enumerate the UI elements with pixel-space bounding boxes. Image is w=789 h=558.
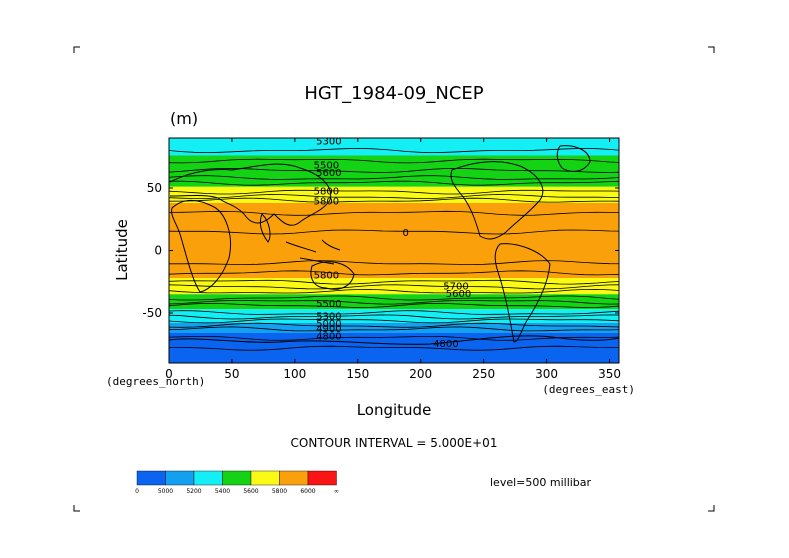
contour-line-0 bbox=[169, 147, 619, 154]
legend-label-5: 5800 bbox=[272, 488, 287, 495]
contour-line-18 bbox=[169, 310, 619, 315]
contour-label-3: 5800 bbox=[314, 187, 339, 198]
contour-value-labels: 5300550056005800580005800570056005500530… bbox=[314, 137, 472, 350]
y-tick-label-1: 0 bbox=[154, 244, 162, 258]
contour-line-16 bbox=[169, 300, 619, 305]
y-tick-label-2: 50 bbox=[147, 181, 162, 195]
contour-line-8 bbox=[169, 210, 619, 216]
legend-label-4: 5600 bbox=[243, 488, 258, 495]
x-tick-label-4: 200 bbox=[409, 367, 432, 381]
legend-label-7: ∞ bbox=[334, 488, 339, 495]
legend-swatch-4 bbox=[250, 470, 280, 486]
chart-title: HGT_1984-09_NCEP bbox=[304, 83, 483, 104]
contour-line-12 bbox=[169, 279, 619, 285]
contour-interval-text: CONTOUR INTERVAL = 5.000E+01 bbox=[291, 436, 498, 450]
units-label: (m) bbox=[170, 109, 198, 128]
contour-line-14 bbox=[169, 288, 619, 294]
contour-label-10: 5300 bbox=[316, 312, 341, 323]
contour-label-8: 5600 bbox=[446, 289, 471, 300]
contour-line-23 bbox=[169, 336, 619, 341]
y-tick-label-0: -50 bbox=[142, 306, 162, 320]
x-tick-label-0: 0 bbox=[165, 367, 173, 381]
contour-line-4 bbox=[169, 180, 619, 186]
continent-outlines bbox=[169, 145, 619, 345]
contour-line-1 bbox=[169, 158, 619, 164]
zonal-color-bands bbox=[169, 138, 619, 363]
contour-line-19 bbox=[169, 314, 619, 320]
legend-label-6: 6000 bbox=[300, 488, 315, 495]
contour-label-14: 4800 bbox=[433, 339, 458, 350]
x-tick-label-1: 50 bbox=[224, 367, 239, 381]
legend-label-2: 5200 bbox=[186, 488, 201, 495]
zonal-band-4 bbox=[169, 278, 619, 295]
x-axis-unit-label: (degrees_east) bbox=[542, 383, 635, 396]
y-axis-label: Latitude bbox=[113, 219, 131, 281]
x-tick-label-5: 250 bbox=[472, 367, 495, 381]
contour-line-21 bbox=[169, 322, 619, 328]
zonal-band-0 bbox=[169, 138, 619, 156]
contour-line-7 bbox=[169, 197, 619, 203]
legend-swatch-0 bbox=[136, 470, 166, 486]
contour-line-6 bbox=[169, 194, 619, 199]
x-tick-label-7: 350 bbox=[598, 367, 621, 381]
legend-label-1: 5000 bbox=[158, 488, 173, 495]
zonal-band-3 bbox=[169, 203, 619, 278]
contour-label-9: 5500 bbox=[316, 299, 341, 310]
contour-line-2 bbox=[169, 167, 619, 173]
legend-swatch-3 bbox=[222, 470, 252, 486]
contour-label-1: 5500 bbox=[314, 160, 339, 171]
contour-label-4: 5800 bbox=[314, 197, 339, 208]
crop-mark-top-left bbox=[73, 46, 80, 53]
crop-marks bbox=[73, 46, 715, 512]
zonal-band-6 bbox=[169, 309, 619, 323]
contour-line-24 bbox=[169, 345, 619, 351]
zonal-band-2 bbox=[169, 186, 619, 203]
y-axis-ticks: -50 0 50 bbox=[142, 181, 619, 320]
contour-label-2: 5600 bbox=[316, 168, 341, 179]
contour-line-3 bbox=[169, 175, 619, 180]
contour-line-13 bbox=[169, 284, 619, 290]
contour-line-11 bbox=[169, 270, 619, 276]
zonal-band-8 bbox=[169, 333, 619, 363]
contour-line-5 bbox=[169, 189, 619, 195]
contour-label-5: 0 bbox=[402, 228, 408, 239]
zonal-band-7 bbox=[169, 323, 619, 333]
contour-label-11: 5000 bbox=[316, 319, 341, 330]
contour-line-20 bbox=[169, 318, 619, 324]
contour-line-15 bbox=[169, 295, 619, 301]
legend-swatch-6 bbox=[307, 470, 337, 486]
contour-label-13: 4800 bbox=[316, 332, 341, 343]
color-legend: 0 5000 5200 5400 5600 5800 6000 ∞ bbox=[135, 470, 339, 495]
legend-label-3: 5400 bbox=[215, 488, 230, 495]
x-tick-label-2: 100 bbox=[283, 367, 306, 381]
y-axis-unit-label: (degrees_north) bbox=[106, 375, 205, 388]
contour-label-12: 4900 bbox=[316, 324, 341, 335]
contour-line-22 bbox=[169, 326, 619, 332]
legend-swatch-1 bbox=[165, 470, 195, 486]
contour-line-17 bbox=[169, 302, 619, 308]
contour-label-7: 5700 bbox=[443, 282, 468, 293]
crop-mark-bottom-right bbox=[708, 505, 715, 512]
contour-line-9 bbox=[169, 229, 619, 235]
plot-area: 5300550056005800580005800570056005500530… bbox=[169, 137, 619, 363]
contour-label-6: 5800 bbox=[314, 270, 339, 281]
crop-mark-bottom-left bbox=[73, 505, 80, 512]
x-axis-label: Longitude bbox=[357, 401, 432, 419]
x-axis-ticks: 0 50 100 150 200 250 300 350 bbox=[165, 138, 621, 381]
x-tick-label-6: 300 bbox=[535, 367, 558, 381]
crop-mark-top-right bbox=[708, 46, 715, 53]
legend-swatch-2 bbox=[193, 470, 223, 486]
x-tick-label-3: 150 bbox=[346, 367, 369, 381]
level-text: level=500 millibar bbox=[490, 476, 592, 489]
legend-label-0: 0 bbox=[135, 488, 139, 495]
legend-swatch-5 bbox=[279, 470, 309, 486]
contour-label-0: 5300 bbox=[316, 137, 341, 148]
